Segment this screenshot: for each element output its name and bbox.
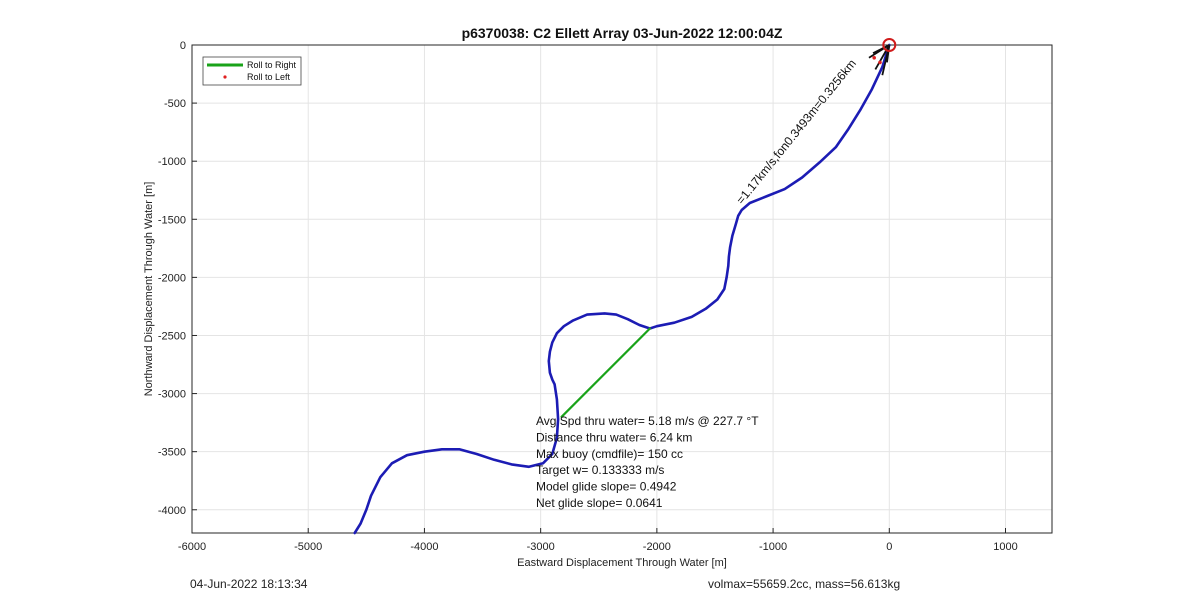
x-tick-label: 1000 — [993, 541, 1017, 553]
start-marker-group — [868, 38, 897, 76]
footer-volume-mass: volmax=55659.2cc, mass=56.613kg — [708, 577, 901, 591]
y-tick-label: -3500 — [158, 447, 186, 459]
stats-line: Max buoy (cmdfile)= 150 cc — [536, 447, 683, 461]
stats-line: Avg Spd thru water= 5.18 m/s @ 227.7 °T — [536, 414, 759, 428]
heading-stroke — [874, 44, 891, 70]
y-tick-label: -1000 — [158, 156, 186, 168]
y-tick-label: -2000 — [158, 272, 186, 284]
y-tick-label: 0 — [180, 40, 186, 52]
y-tick-label: -1500 — [158, 214, 186, 226]
roll-left-point — [878, 60, 882, 65]
x-tick-label: -6000 — [178, 541, 206, 553]
stats-line: Net glide slope= 0.0641 — [536, 496, 663, 510]
chart-title: p6370038: C2 Ellett Array 03-Jun-2022 12… — [462, 25, 783, 41]
series-group — [353, 43, 891, 535]
x-tick-label: -5000 — [294, 541, 322, 553]
y-tick-label: -4000 — [158, 505, 186, 517]
footer-date: 04-Jun-2022 18:13:34 — [190, 577, 308, 591]
y-tick-label: -2500 — [158, 330, 186, 342]
roll-right-segment — [560, 327, 652, 418]
x-tick-label: 0 — [886, 541, 892, 553]
legend-swatch-dot — [223, 75, 227, 79]
x-tick-label: -1000 — [759, 541, 787, 553]
axis-ticks: -6000 -5000 -4000 -3000 -2000 -1000 0 1000 0 -500… — [158, 40, 1018, 553]
y-tick-label: -500 — [164, 98, 186, 110]
heading-stroke — [886, 44, 891, 63]
x-axis-label: Eastward Displacement Through Water [m] — [517, 557, 727, 569]
stats-line: Distance thru water= 6.24 km — [536, 430, 692, 444]
legend-label: Roll to Right — [247, 60, 297, 70]
x-tick-label: -2000 — [643, 541, 671, 553]
legend-box — [202, 56, 302, 86]
legend: Roll to Right Roll to Left — [202, 56, 302, 86]
roll-left-point — [872, 55, 876, 60]
heading-stroke — [872, 44, 890, 54]
start-circle — [882, 38, 897, 52]
plot-frame — [191, 44, 1053, 534]
y-axis-label: Northward Displacement Through Water [m] — [143, 182, 155, 397]
grid-lines — [191, 44, 1052, 533]
stats-line: Model glide slope= 0.4942 — [536, 480, 677, 494]
y-tick-label: -3000 — [158, 389, 186, 401]
trajectory-line — [353, 43, 891, 535]
legend-label: Roll to Left — [247, 72, 291, 82]
path-label: =1.17km/s,fon0.3493m=0.3256km — [733, 57, 858, 207]
stats-annotation: Avg Spd thru water= 5.18 m/s @ 227.7 °T D… — [536, 414, 759, 510]
x-tick-label: -3000 — [527, 541, 555, 553]
x-tick-label: -4000 — [410, 541, 438, 553]
stats-line: Target w= 0.133333 m/s — [536, 463, 664, 477]
